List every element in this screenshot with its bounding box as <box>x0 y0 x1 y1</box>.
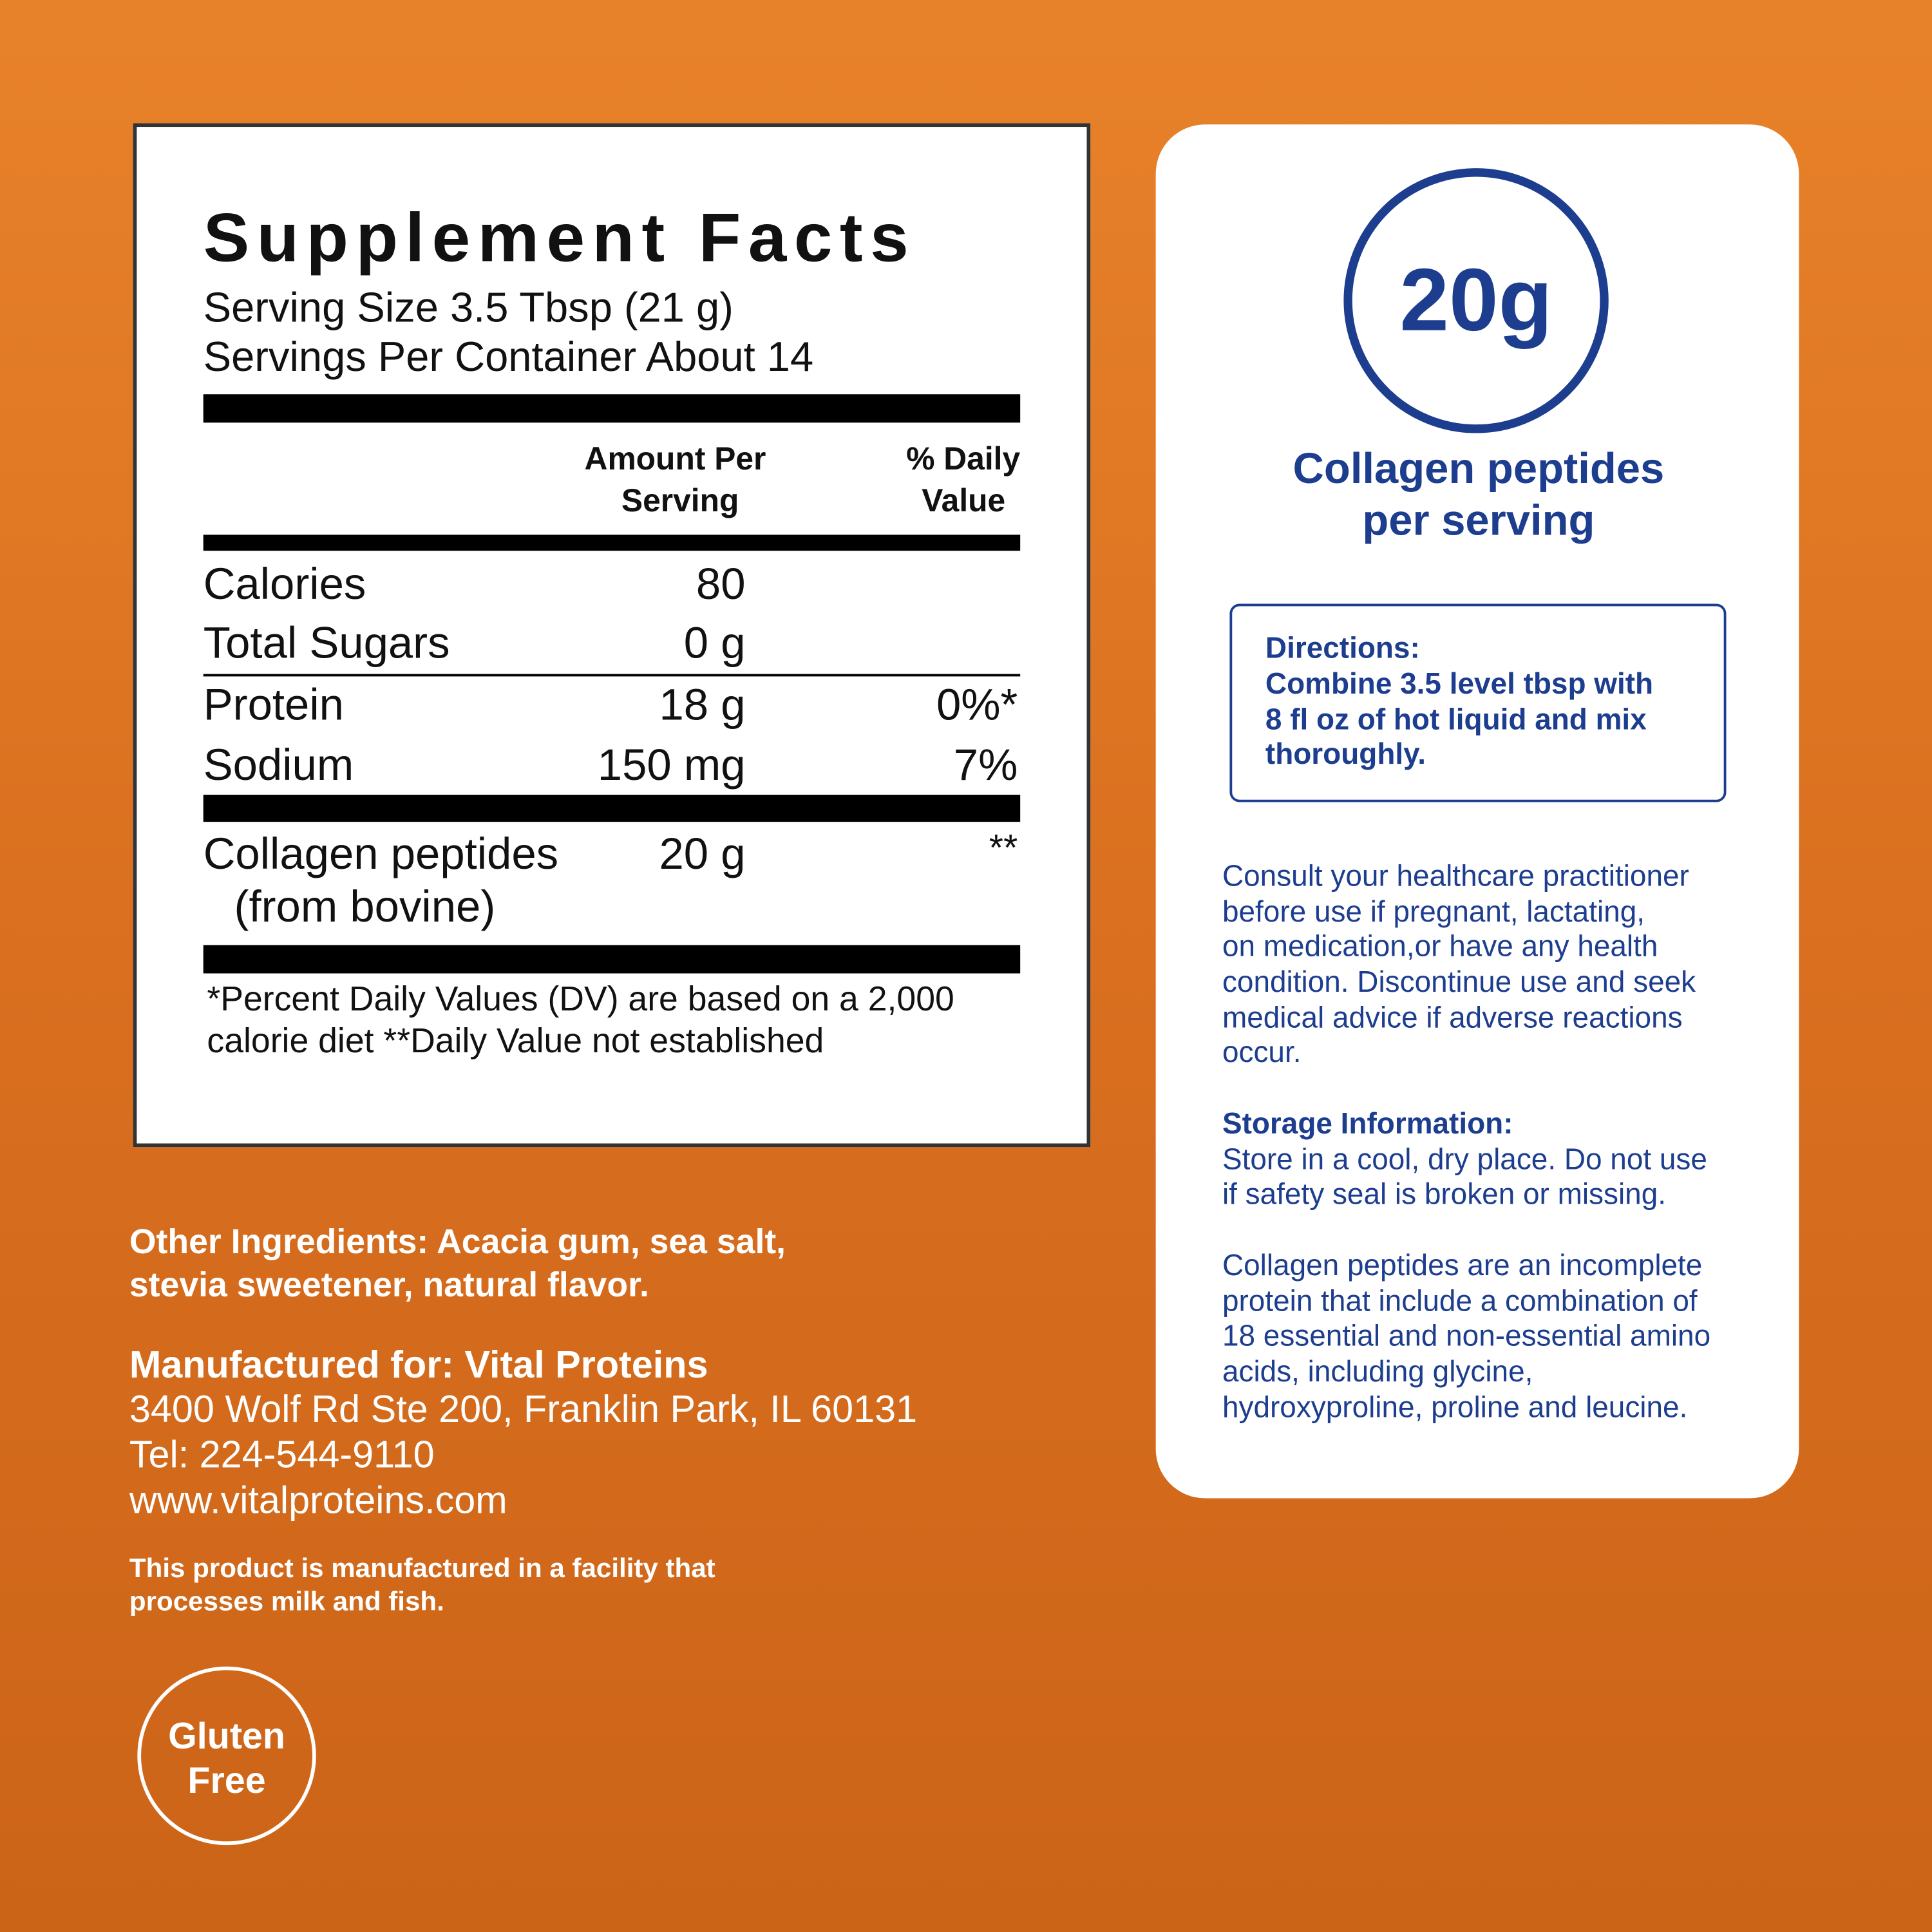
allergen-note: processes milk and fish. <box>129 1586 444 1617</box>
manufacturer-website: www.vitalproteins.com <box>129 1478 507 1522</box>
serving-size: Serving Size 3.5 Tbsp (21 g) <box>203 284 734 332</box>
row-name: Collagen peptides <box>203 828 559 879</box>
header-amount: Serving <box>621 482 739 519</box>
storage-heading: Storage Information: <box>1222 1108 1513 1141</box>
badge-text: Free <box>187 1761 266 1802</box>
collagen-info: acids, including glycine, <box>1222 1355 1533 1389</box>
row-daily-value: 7% <box>953 739 1018 790</box>
allergen-note: This product is manufactured in a facili… <box>129 1552 715 1584</box>
warning-text: on medication,or have any health <box>1222 930 1658 964</box>
warning-text: condition. Discontinue use and seek <box>1222 965 1696 999</box>
warning-text: Consult your healthcare practitioner <box>1222 860 1689 894</box>
storage-text: Store in a cool, dry place. Do not use <box>1222 1143 1707 1177</box>
header-daily-value: Value <box>922 482 1006 519</box>
highlight-ring <box>1343 168 1609 433</box>
directions-box <box>1229 603 1727 802</box>
rule <box>203 795 1021 822</box>
warning-text: occur. <box>1222 1036 1302 1070</box>
directions-text: thoroughly. <box>1265 738 1426 772</box>
header-daily-value: % Daily <box>906 440 1021 477</box>
facts-title: Supplement Facts <box>203 198 916 276</box>
collagen-info: hydroxyproline, proline and leucine. <box>1222 1391 1688 1425</box>
badge-text: Gluten <box>168 1716 285 1757</box>
row-amount: 18 g <box>659 679 746 730</box>
row-name: Protein <box>203 679 344 730</box>
collagen-info: Collagen peptides are an incomplete <box>1222 1249 1703 1283</box>
row-name: Calories <box>203 558 366 609</box>
header-amount: Amount Per <box>584 440 766 477</box>
row-amount: 80 <box>696 558 746 609</box>
directions-text: Combine 3.5 level tbsp with <box>1265 667 1654 701</box>
rule <box>203 535 1021 551</box>
highlight-circle <box>1343 168 1609 433</box>
collagen-info: protein that include a combination of <box>1222 1285 1698 1319</box>
footnote: calorie diet **Daily Value not establish… <box>207 1021 824 1060</box>
row-name: Total Sugars <box>203 617 450 668</box>
row-amount: 20 g <box>659 828 746 879</box>
other-ingredients: Other Ingredients: Acacia gum, sea salt, <box>129 1222 786 1261</box>
directions-text: 8 fl oz of hot liquid and mix <box>1265 703 1647 737</box>
badge-circle <box>137 1666 316 1846</box>
badge-ring <box>137 1666 316 1846</box>
rule <box>203 394 1021 423</box>
warning-text: medical advice if adverse reactions <box>1222 1001 1683 1036</box>
row-name: Sodium <box>203 739 354 790</box>
footnote: *Percent Daily Values (DV) are based on … <box>207 980 954 1018</box>
highlight-label: Collagen peptides <box>1293 444 1665 493</box>
collagen-info: 18 essential and non-essential amino <box>1222 1320 1711 1353</box>
rule <box>203 945 1021 974</box>
storage-text: if safety seal is broken or missing. <box>1222 1178 1667 1211</box>
row-amount: 0 g <box>683 617 746 668</box>
other-ingredients: stevia sweetener, natural flavor. <box>129 1265 649 1304</box>
manufacturer-address: 3400 Wolf Rd Ste 200, Franklin Park, IL … <box>129 1387 918 1431</box>
directions-heading: Directions: <box>1265 632 1420 666</box>
rule <box>203 674 1021 677</box>
info-panel <box>1155 124 1799 1499</box>
manufacturer-heading: Manufactured for: Vital Proteins <box>129 1343 708 1387</box>
row-name: (from bovine) <box>234 880 496 932</box>
warning-text: before use if pregnant, lactating, <box>1222 895 1645 929</box>
servings-per-container: Servings Per Container About 14 <box>203 334 814 381</box>
facts-panel <box>133 123 1091 1148</box>
row-daily-value: ** <box>989 828 1018 869</box>
highlight-amount: 20g <box>1399 251 1553 350</box>
row-amount: 150 mg <box>597 739 746 790</box>
manufacturer-phone: Tel: 224-544-9110 <box>129 1433 435 1477</box>
highlight-label: per serving <box>1362 497 1595 545</box>
row-daily-value: 0%* <box>936 679 1018 730</box>
